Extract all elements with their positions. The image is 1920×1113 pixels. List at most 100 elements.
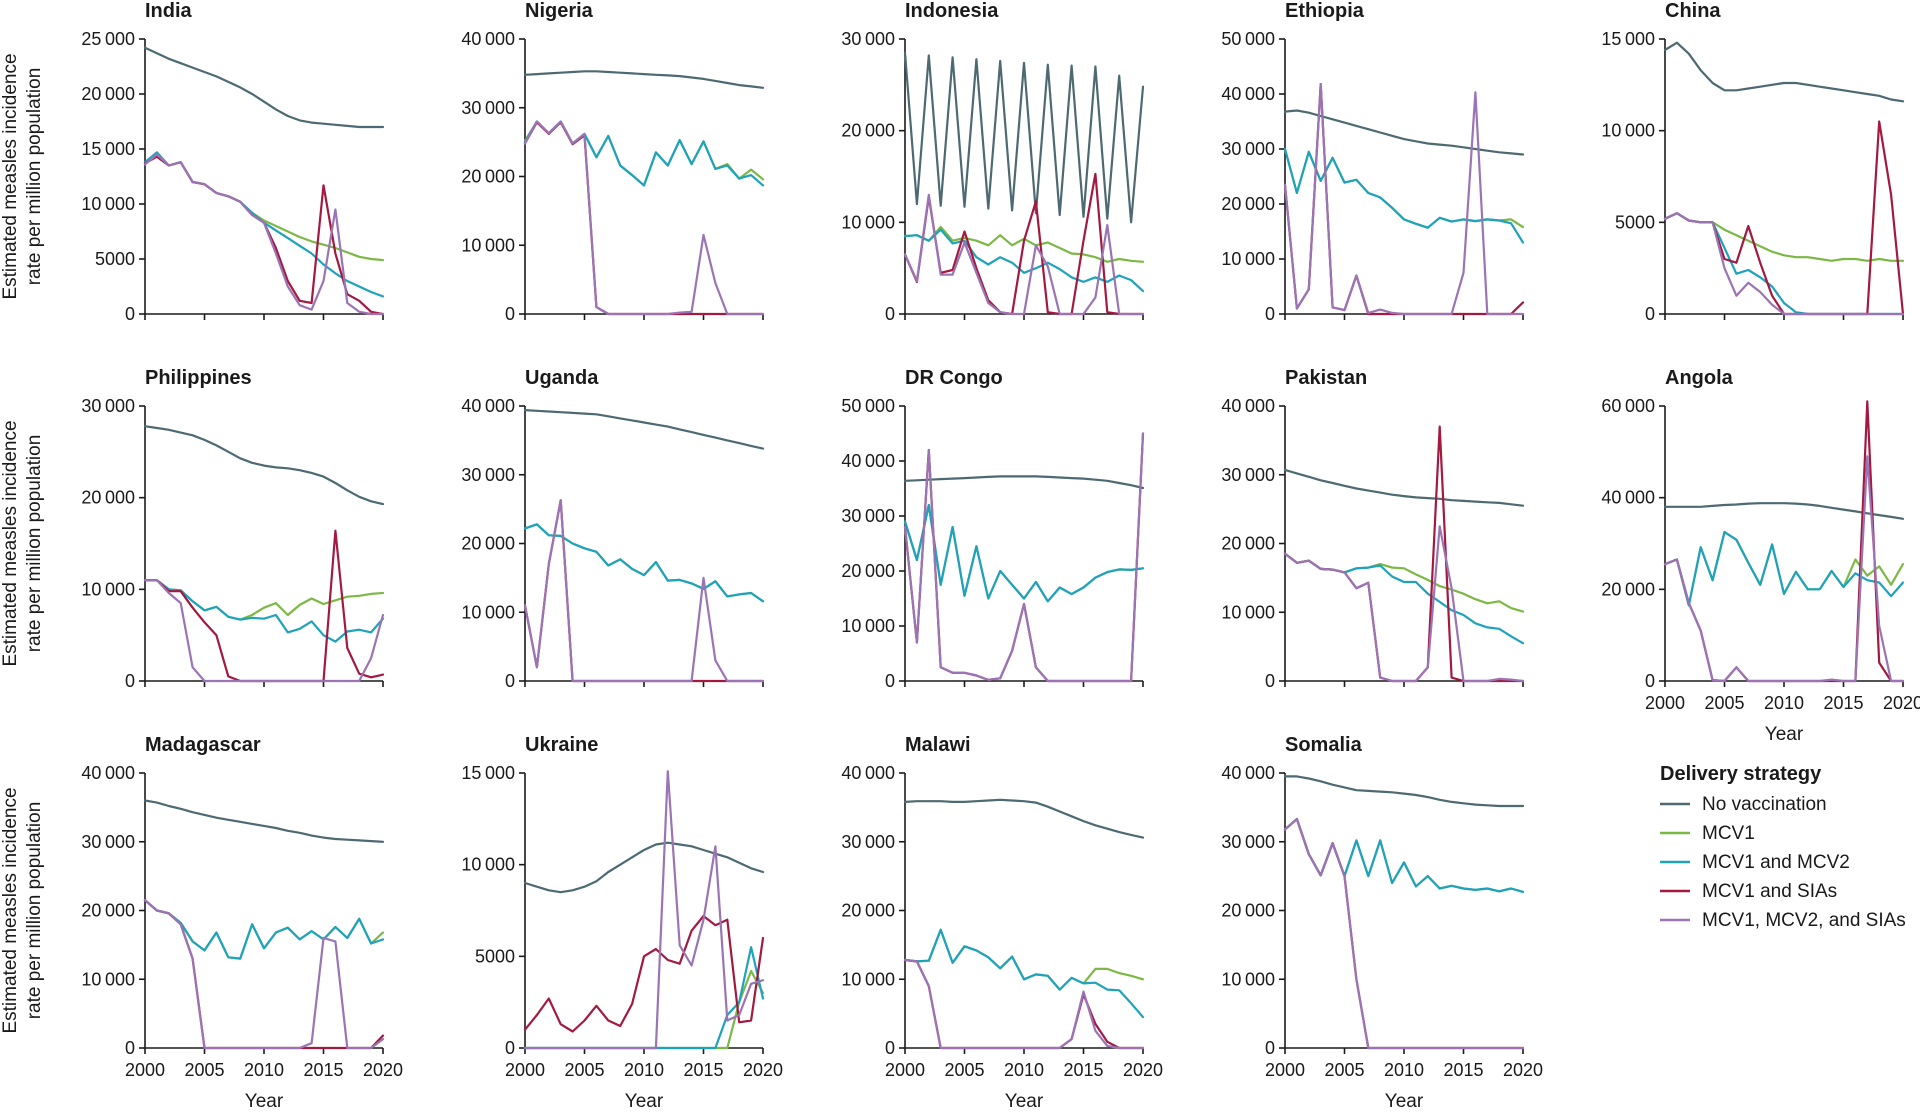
y-tick-label: 20 000 (1601, 579, 1655, 599)
series-line-all (143, 899, 385, 1050)
y-tick-label: 40 000 (1601, 488, 1655, 508)
y-tick-label: 30 000 (1221, 832, 1275, 852)
series-line-mcv1 (523, 120, 765, 187)
x-tick-label: 2015 (1443, 1060, 1483, 1080)
series-line-mcv1sia (903, 958, 1145, 1050)
y-axis-title: Estimated measles incidence rate per mill… (0, 420, 45, 666)
y-axis-title: Estimated measles incidence rate per mill… (0, 787, 45, 1033)
x-tick-label: 2020 (743, 1060, 783, 1080)
y-tick-label: 40 000 (1221, 396, 1275, 416)
y-tick-label: 30 000 (841, 29, 895, 49)
y-tick-label: 10 000 (1221, 969, 1275, 989)
panel-title: China (1665, 0, 1721, 22)
series-line-mcv12 (903, 228, 1145, 293)
series-line-mcv12 (1283, 147, 1525, 244)
y-axis-title-line-1: Estimated measles incidence (0, 787, 21, 1033)
legend-label-mcv1sia: MCV1 and SIAs (1702, 881, 1837, 902)
series-line-mcv12 (523, 120, 765, 187)
y-tick-label: 40 000 (1221, 763, 1275, 783)
series-line-none (523, 841, 765, 894)
x-axis-label: Year (1005, 1091, 1044, 1112)
legend-label-mcv12: MCV1 and MCV2 (1702, 852, 1850, 873)
y-tick-label: 15 000 (81, 139, 135, 159)
y-tick-label: 40 000 (461, 29, 515, 49)
series-line-none (1663, 502, 1905, 520)
panel-india: India 0 5000 10 000 15 000 20 000 25 000 (81, 0, 385, 324)
panel-title: Ukraine (525, 734, 598, 756)
y-tick-label: 0 (125, 1038, 135, 1058)
series-line-all (1283, 82, 1525, 316)
legend-label-all: MCV1, MCV2, and SIAs (1702, 910, 1906, 931)
y-tick-label: 20 000 (841, 121, 895, 141)
x-tick-label: 2010 (1384, 1060, 1424, 1080)
x-tick-label: 2000 (1645, 693, 1685, 713)
x-axis-label: Year (245, 1091, 284, 1112)
x-tick-label: 2005 (1324, 1060, 1364, 1080)
y-tick-label: 10 000 (461, 855, 515, 875)
y-tick-label: 30 000 (1221, 139, 1275, 159)
series-line-mcv12 (143, 579, 385, 643)
y-tick-label: 0 (1645, 304, 1655, 324)
y-tick-label: 0 (1265, 671, 1275, 691)
y-tick-label: 30 000 (81, 396, 135, 416)
x-tick-label: 2015 (1823, 693, 1863, 713)
series-line-all (143, 153, 385, 316)
x-tick-label: 2015 (303, 1060, 343, 1080)
y-tick-label: 40 000 (81, 763, 135, 783)
x-tick-label: 2005 (184, 1060, 224, 1080)
series-line-all (1283, 525, 1525, 683)
y-tick-label: 25 000 (81, 29, 135, 49)
series-line-all (903, 432, 1145, 683)
y-tick-label: 20 000 (461, 534, 515, 554)
y-tick-label: 15 000 (1601, 29, 1655, 49)
panel-somalia: Somalia 0 10 000 20 000 30 000 40 000 2000 2005… (1221, 734, 1543, 1112)
y-tick-label: 30 000 (841, 506, 895, 526)
series-line-mcv12 (903, 503, 1145, 603)
series-line-all (523, 120, 765, 316)
y-tick-label: 50 000 (1221, 29, 1275, 49)
y-tick-label: 0 (125, 304, 135, 324)
series-line-none (1663, 41, 1905, 103)
y-tick-label: 10 000 (841, 969, 895, 989)
series-line-mcv1sia (1663, 120, 1905, 316)
y-tick-label: 5000 (95, 249, 135, 269)
panel-ukraine: Ukraine 0 5000 10 000 15 000 2000 2005 2010 2015… (461, 734, 783, 1112)
y-tick-label: 10 000 (81, 194, 135, 214)
x-tick-label: 2010 (624, 1060, 664, 1080)
legend-label-none: No vaccination (1702, 794, 1827, 815)
x-tick-label: 2005 (564, 1060, 604, 1080)
panel-title: Indonesia (905, 0, 999, 22)
series-line-none (903, 475, 1145, 490)
y-tick-label: 20 000 (461, 167, 515, 187)
x-axis-label: Year (625, 1091, 664, 1112)
y-axis-title-line-1: Estimated measles incidence (0, 420, 21, 666)
series-line-mcv1 (903, 928, 1145, 991)
y-tick-label: 30 000 (841, 832, 895, 852)
series-line-none (1283, 468, 1525, 507)
y-tick-label: 10 000 (1221, 249, 1275, 269)
panel-philippines: Philippines 0 10 000 20 000 30 000 (81, 367, 385, 691)
panel-ethiopia: Ethiopia 0 10 000 20 000 30 000 40 000 50 000 (1221, 0, 1525, 324)
x-tick-label: 2000 (885, 1060, 925, 1080)
series-line-mcv1 (143, 152, 385, 262)
series-line-mcv1sia (1283, 82, 1525, 316)
x-axis-label: Year (1765, 724, 1804, 745)
y-tick-label: 15 000 (461, 763, 515, 783)
y-axis-title-line-2: rate per million population (24, 68, 45, 286)
series-line-all (903, 193, 1145, 316)
y-tick-label: 0 (505, 671, 515, 691)
y-tick-label: 30 000 (461, 98, 515, 118)
x-tick-label: 2005 (1704, 693, 1744, 713)
series-line-mcv1sia (1663, 400, 1905, 683)
x-tick-label: 2010 (1764, 693, 1804, 713)
series-line-all (523, 770, 765, 1050)
series-line-none (143, 799, 385, 843)
y-axis-title-line-2: rate per million population (24, 802, 45, 1020)
legend-label-mcv1: MCV1 (1702, 823, 1755, 844)
y-axis-title: Estimated measles incidence rate per mill… (0, 53, 45, 299)
series-line-mcv12 (143, 899, 385, 960)
x-tick-label: 2005 (944, 1060, 984, 1080)
series-line-none (523, 70, 765, 89)
y-tick-label: 10 000 (81, 579, 135, 599)
y-tick-label: 0 (505, 304, 515, 324)
